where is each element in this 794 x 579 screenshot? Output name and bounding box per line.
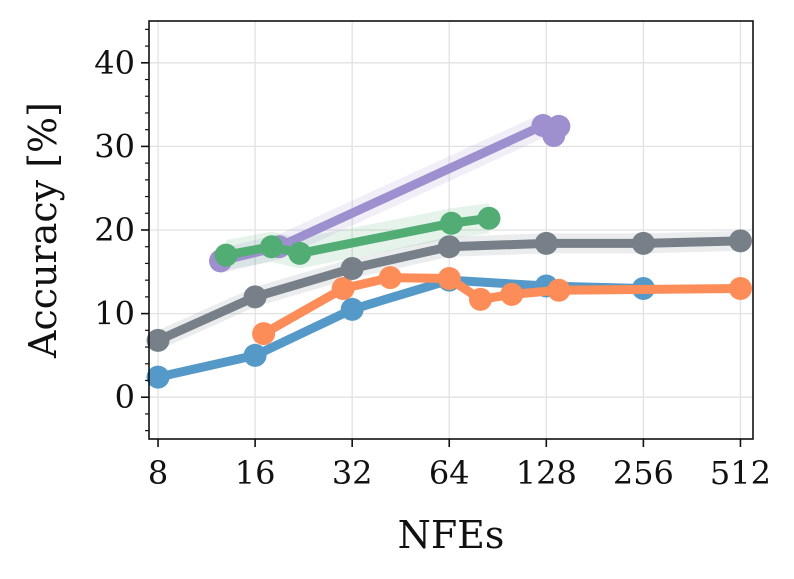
series-1-point	[243, 343, 267, 367]
series-3-point	[437, 235, 461, 259]
series-3-point	[340, 256, 364, 280]
series-3-point	[631, 231, 655, 255]
series-4-point	[547, 114, 571, 138]
series-5-point	[214, 243, 238, 267]
series-5-point	[288, 241, 312, 265]
series-1-point	[146, 365, 170, 389]
y-tick-label: 40	[94, 44, 135, 82]
series-3-point	[534, 231, 558, 255]
y-tick-label: 10	[94, 295, 135, 333]
series-3-point	[243, 285, 267, 309]
series-2-point	[728, 277, 752, 301]
x-tick-label: 64	[429, 454, 470, 492]
y-tick-label: 30	[94, 127, 135, 165]
y-axis-label: Accuracy [%]	[21, 102, 65, 359]
x-tick-label: 128	[516, 454, 577, 492]
series-2-point	[331, 277, 355, 301]
y-tick-label: 20	[94, 211, 135, 249]
x-tick-label: 32	[332, 454, 373, 492]
y-tick-label: 0	[115, 378, 135, 416]
x-tick-label: 16	[235, 454, 276, 492]
x-tick-label: 512	[710, 454, 771, 492]
series-2-point	[468, 287, 492, 311]
x-tick-label: 256	[613, 454, 674, 492]
x-axis-label: NFEs	[398, 513, 505, 557]
axis-ticks: 8 16 32 64 128 256 512 0 10 20 30 40	[94, 28, 771, 492]
series-5-point	[477, 206, 501, 230]
series-1-point	[340, 297, 364, 321]
series-3-point	[146, 328, 170, 352]
x-tick-label: 8	[148, 454, 168, 492]
series-5-point	[439, 211, 463, 235]
series-2-point	[437, 266, 461, 290]
series-3-point	[728, 229, 752, 253]
series-2-point	[547, 278, 571, 302]
series-2-point	[252, 322, 276, 346]
series-5-point	[260, 235, 284, 259]
series-2-point	[378, 266, 402, 290]
series-2-point	[500, 282, 524, 306]
data-series	[146, 114, 752, 389]
